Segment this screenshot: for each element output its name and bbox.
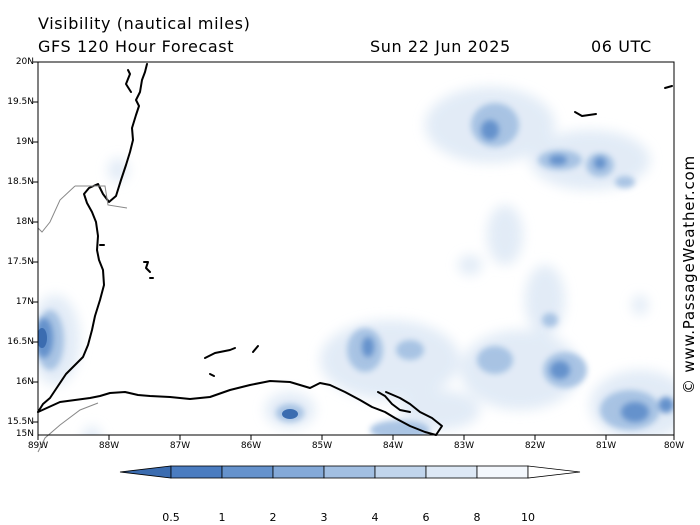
colorbar-label: 4 <box>371 511 379 524</box>
colorbar-label: 3 <box>320 511 328 524</box>
lon-label: 82W <box>524 441 546 451</box>
lat-label: 20N <box>15 57 34 67</box>
model-label: GFS 120 Hour Forecast <box>38 37 235 56</box>
map-frame <box>33 61 675 440</box>
coastlines <box>37 63 673 436</box>
lat-label: 15.5N <box>7 417 34 427</box>
colorbar-label: 6 <box>422 511 430 524</box>
colorbar-cell <box>221 465 274 479</box>
lat-label: 19N <box>15 137 34 147</box>
lat-label: 16.5N <box>7 337 34 347</box>
colorbar <box>119 465 581 479</box>
lon-label: 84W <box>382 441 404 451</box>
lon-label: 81W <box>595 441 617 451</box>
colorbar-cell <box>425 465 478 479</box>
colorbar-cell <box>374 465 427 479</box>
lat-label: 15N <box>15 429 34 439</box>
lon-label: 87W <box>169 441 191 451</box>
lon-label: 86W <box>240 441 262 451</box>
colorbar-label: 2 <box>269 511 277 524</box>
lon-label: 89W <box>27 441 49 451</box>
lon-label: 80W <box>663 441 685 451</box>
colorbar-cell <box>527 465 581 479</box>
colorbar-cell <box>323 465 376 479</box>
colorbar-cell <box>272 465 325 479</box>
colorbar-cell <box>119 465 172 479</box>
lon-label: 83W <box>453 441 475 451</box>
lat-label: 18.5N <box>7 177 34 187</box>
colorbar-cell <box>476 465 529 479</box>
borders <box>37 185 128 453</box>
lat-label: 17N <box>15 297 34 307</box>
colorbar-cell <box>170 465 223 479</box>
chart-title: Visibility (nautical miles) <box>38 14 251 33</box>
lon-label: 88W <box>98 441 120 451</box>
colorbar-label: 8 <box>473 511 481 524</box>
credit-text: © www.PassageWeather.com <box>680 155 698 394</box>
visibility-field <box>38 62 674 435</box>
colorbar-label: 10 <box>521 511 535 524</box>
lat-label: 19.5N <box>7 97 34 107</box>
lat-label: 16N <box>15 377 34 387</box>
lon-label: 85W <box>311 441 333 451</box>
forecast-date: Sun 22 Jun 2025 <box>370 37 511 56</box>
colorbar-label: 0.5 <box>162 511 180 524</box>
colorbar-label: 1 <box>218 511 226 524</box>
lat-label: 18N <box>15 217 34 227</box>
lat-label: 17.5N <box>7 257 34 267</box>
forecast-time: 06 UTC <box>591 37 652 56</box>
